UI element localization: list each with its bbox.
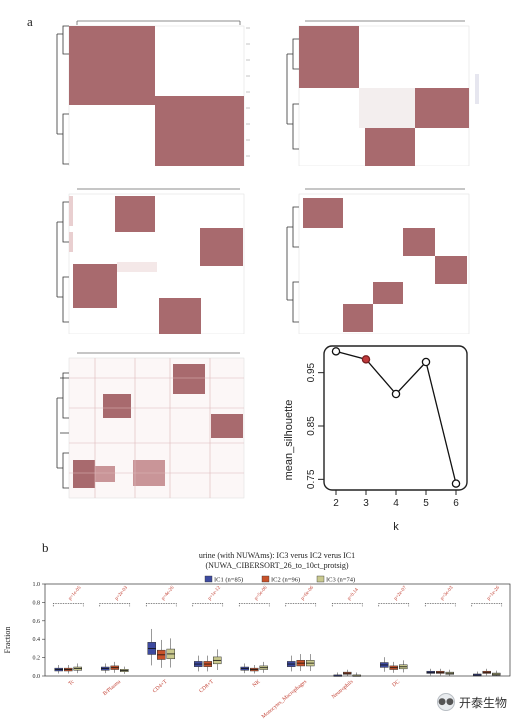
silhouette-xtick-label: 5 [423,498,429,509]
boxplot-ytick-label: 0.4 [33,637,41,643]
boxplot-ylabel: Fraction [3,627,12,654]
pvalue-label: p=5e-06 [254,585,269,601]
consensus-heatmap-k6 [56,352,245,499]
significance-bracket [285,603,317,607]
pvalue-label: p=1e-05 [68,585,83,601]
significance-bracket [331,603,363,607]
significance-bracket [99,603,131,607]
silhouette-point [391,389,401,399]
silhouette-xtick-label: 4 [393,498,399,509]
silhouette-plot: mean_silhouette k 0.75 0.85 0.95 2 3 4 5 6 [283,345,468,533]
silhouette-frame [323,345,468,491]
silhouette-point [331,347,341,356]
panel-b-label: b [42,540,49,555]
boxplot-ytick-label: 0.6 [33,619,41,625]
boxplot-ytick-label: 0.8 [33,600,41,606]
category-label: CD4+T [152,679,169,695]
significance-bracket [378,603,410,607]
silhouette-xlabel: k [393,521,399,533]
boxplot-title: urine (with NUWAms): IC3 verus IC2 verus… [199,551,355,560]
panel-a-label: a [27,14,33,29]
boxplot-panel: urine (with NUWAms): IC3 verus IC2 verus… [3,551,511,720]
consensus-heatmap-k2 [56,20,250,166]
consensus-heatmap-k4 [56,188,245,334]
consensus-heatmap-k3 [286,20,479,166]
category-label: NK [252,679,262,689]
wechat-icon: ●● [436,693,455,711]
boxplot-subtitle: (NUWA_CIBERSORT_26_to_10ct_protsig) [205,561,348,570]
pvalue-label: p=2e-03 [114,585,129,601]
significance-bracket [52,603,84,607]
legend-label: IC3 (n=74) [326,577,355,584]
pvalue-label: p=1e-26 [486,585,501,601]
silhouette-point-selected [361,355,371,364]
category-label: CD8+T [198,679,215,695]
pvalue-label: p=0.14 [347,587,360,601]
category-label: B/Plasma [102,679,122,698]
significance-bracket [238,603,270,607]
silhouette-point [451,479,461,488]
silhouette-xtick-label: 2 [333,498,339,509]
boxplot-frame [44,583,511,677]
legend-swatch [261,575,270,583]
watermark: ●● 开泰生物 [436,693,507,711]
significance-bracket [192,603,224,607]
legend-swatch [316,575,325,583]
consensus-heatmap-k5 [286,188,470,334]
significance-bracket [424,603,456,607]
silhouette-point [421,357,431,367]
legend-swatch [204,575,213,583]
legend-label: IC2 (n=96) [271,577,300,584]
silhouette-ytick-label: 0.85 [306,416,317,436]
significance-bracket [471,603,503,607]
pvalue-label: p=1e-12 [207,585,222,601]
silhouette-ytick-label: 0.95 [306,362,317,382]
pvalue-label: p=6e-06 [300,585,315,601]
category-label: Monocytes_Macrophages [261,679,308,720]
silhouette-ytick-label: 0.75 [306,469,317,489]
pvalue-label: p=2e-07 [393,585,408,601]
pvalue-label: p=3e-03 [440,585,455,601]
pvalue-label: p=4e-26 [161,585,176,601]
category-label: Tc [68,679,76,687]
silhouette-line [335,350,457,484]
category-label: DC [391,679,401,689]
boxplot-ytick-label: 1.0 [33,582,41,588]
watermark-text: 开泰生物 [458,695,507,710]
significance-bracket [145,603,177,607]
silhouette-ylabel: mean_silhouette [283,400,295,481]
silhouette-xtick-label: 6 [453,498,459,509]
boxplot-ytick-label: 0.2 [33,656,41,662]
legend-label: IC1 (n=85) [214,577,243,584]
category-label: Neutrophils [331,679,355,700]
silhouette-xtick-label: 3 [363,498,369,509]
boxplot-ytick-label: 0.0 [33,674,41,680]
